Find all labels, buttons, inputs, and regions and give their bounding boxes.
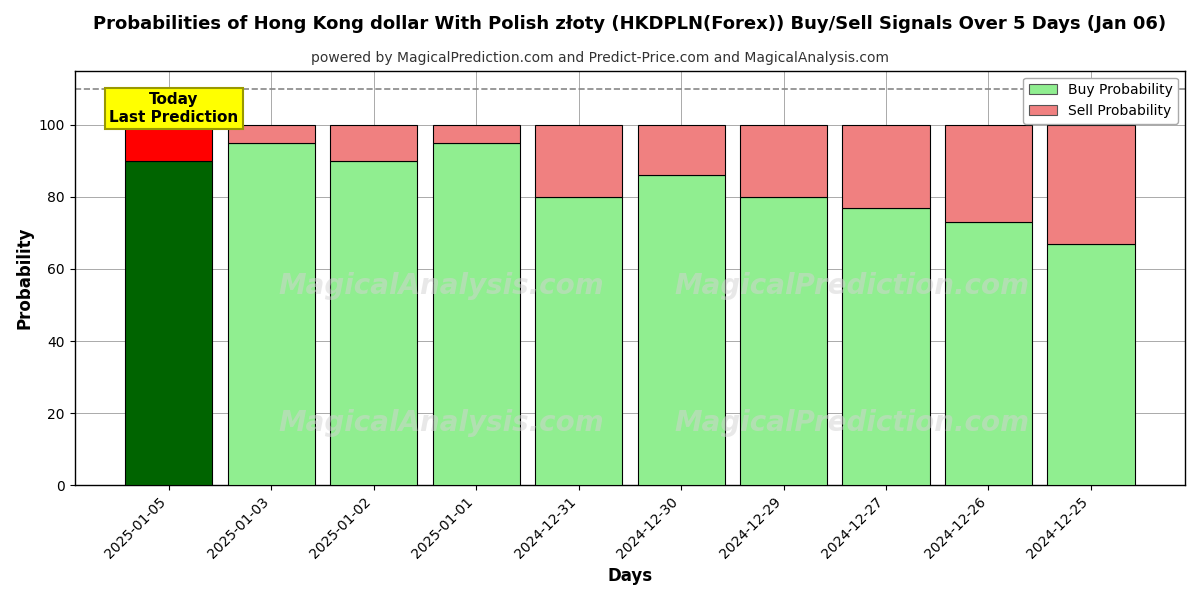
Text: MagicalPrediction.com: MagicalPrediction.com: [674, 272, 1030, 300]
Bar: [330, 125, 418, 161]
Bar: [740, 125, 827, 197]
Bar: [535, 197, 622, 485]
Bar: [842, 208, 930, 485]
Bar: [740, 197, 827, 485]
Bar: [125, 161, 212, 485]
Bar: [637, 175, 725, 485]
Y-axis label: Probability: Probability: [16, 227, 34, 329]
Bar: [228, 143, 314, 485]
Bar: [1048, 125, 1134, 244]
Text: Today
Last Prediction: Today Last Prediction: [109, 92, 239, 125]
Title: Probabilities of Hong Kong dollar With Polish złoty (HKDPLN(Forex)) Buy/Sell Sig: Probabilities of Hong Kong dollar With P…: [94, 15, 1166, 33]
Text: MagicalAnalysis.com: MagicalAnalysis.com: [278, 272, 604, 300]
Legend: Buy Probability, Sell Probability: Buy Probability, Sell Probability: [1024, 77, 1178, 124]
Bar: [944, 125, 1032, 222]
Bar: [637, 125, 725, 175]
Text: powered by MagicalPrediction.com and Predict-Price.com and MagicalAnalysis.com: powered by MagicalPrediction.com and Pre…: [311, 51, 889, 65]
Bar: [944, 222, 1032, 485]
Bar: [432, 125, 520, 143]
Bar: [228, 125, 314, 143]
Bar: [432, 143, 520, 485]
Bar: [330, 161, 418, 485]
Text: MagicalAnalysis.com: MagicalAnalysis.com: [278, 409, 604, 437]
Bar: [125, 125, 212, 161]
Text: MagicalPrediction.com: MagicalPrediction.com: [674, 409, 1030, 437]
Bar: [1048, 244, 1134, 485]
Bar: [535, 125, 622, 197]
Bar: [842, 125, 930, 208]
X-axis label: Days: Days: [607, 567, 653, 585]
